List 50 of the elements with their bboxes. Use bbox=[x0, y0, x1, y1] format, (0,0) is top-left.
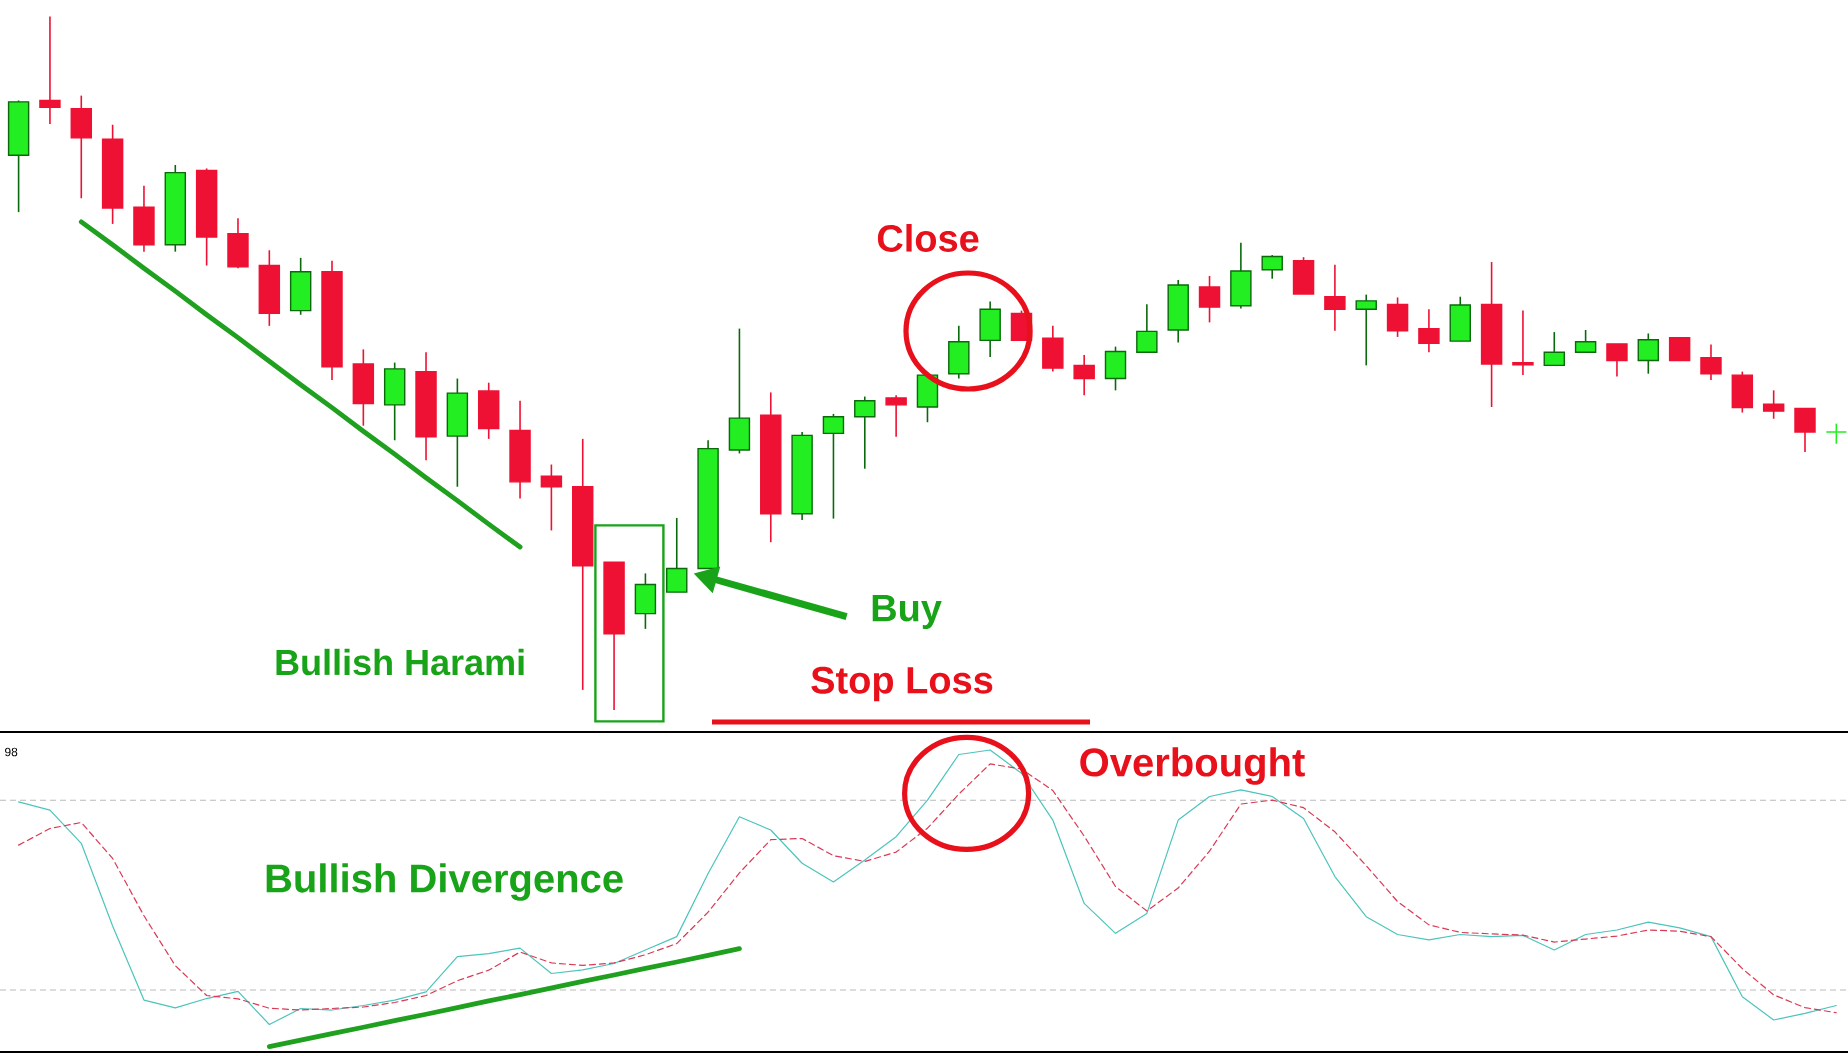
candlestick bbox=[1731, 370, 1754, 414]
candlestick bbox=[70, 94, 93, 200]
annotation: Bullish Harami bbox=[276, 648, 524, 676]
candlestick bbox=[885, 394, 907, 438]
candlestick bbox=[1449, 295, 1471, 342]
candlestick bbox=[1825, 422, 1848, 445]
annotation: Buy bbox=[872, 595, 942, 630]
candlestick bbox=[540, 463, 563, 532]
candlestick bbox=[383, 361, 406, 442]
candlestick bbox=[352, 348, 375, 427]
candlestick bbox=[1512, 309, 1534, 376]
candlestick bbox=[1355, 293, 1377, 367]
candlestick bbox=[666, 517, 688, 593]
candlestick bbox=[1637, 332, 1660, 375]
candlestick bbox=[1668, 336, 1691, 362]
candlestick bbox=[477, 381, 500, 440]
candlestick bbox=[133, 184, 155, 253]
candlestick bbox=[1261, 254, 1283, 280]
candlestick bbox=[1324, 264, 1346, 332]
candlestick bbox=[1543, 331, 1566, 367]
candlestick bbox=[446, 377, 469, 488]
candlestick bbox=[1386, 296, 1409, 338]
candlestick bbox=[1230, 241, 1252, 310]
candlestick bbox=[1104, 345, 1127, 392]
candlestick bbox=[1762, 389, 1785, 420]
candlestick bbox=[1606, 343, 1628, 378]
annotation: Stop Loss bbox=[811, 666, 993, 702]
candlestick bbox=[227, 217, 249, 270]
candlestick bbox=[1042, 325, 1064, 373]
candlestick bbox=[979, 300, 1001, 358]
candlestick bbox=[1574, 329, 1597, 353]
candlestick bbox=[1198, 275, 1221, 324]
candlestick bbox=[854, 395, 876, 470]
candlestick bbox=[1700, 343, 1722, 381]
candlestick bbox=[1794, 407, 1816, 453]
candlestick bbox=[1418, 308, 1440, 353]
candlestick bbox=[258, 249, 281, 327]
annotation: Close bbox=[877, 224, 979, 252]
candlestick bbox=[1167, 279, 1189, 344]
candlestick bbox=[822, 413, 845, 520]
candlestick bbox=[728, 327, 751, 455]
candlestick bbox=[1073, 354, 1095, 396]
candlestick bbox=[634, 572, 657, 630]
candlestick bbox=[39, 15, 61, 125]
candlestick bbox=[1136, 303, 1158, 353]
annotation: Overbought bbox=[1080, 747, 1305, 785]
candlestick bbox=[1292, 256, 1315, 295]
annotation: Bullish Divergence bbox=[266, 863, 623, 901]
candlestick bbox=[289, 257, 312, 316]
candlestick bbox=[948, 325, 970, 380]
